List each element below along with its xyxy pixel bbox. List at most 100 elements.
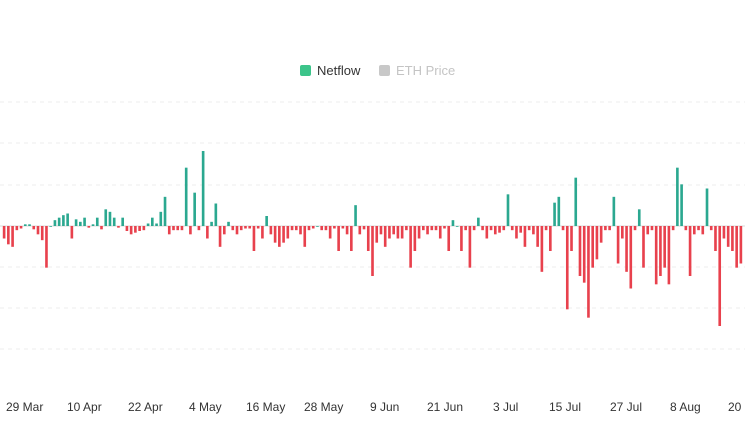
netflow-bar[interactable] xyxy=(472,226,476,231)
netflow-bar[interactable] xyxy=(222,226,226,235)
netflow-bar[interactable] xyxy=(477,217,480,226)
netflow-bar[interactable] xyxy=(11,226,14,247)
netflow-bar[interactable] xyxy=(595,226,599,260)
netflow-bar[interactable] xyxy=(15,226,19,231)
netflow-bar[interactable] xyxy=(667,226,671,285)
netflow-bar[interactable] xyxy=(692,226,696,235)
netflow-bar[interactable] xyxy=(66,213,69,227)
netflow-bar[interactable] xyxy=(83,217,86,226)
netflow-bar[interactable] xyxy=(278,226,281,247)
netflow-bar[interactable] xyxy=(79,221,82,226)
netflow-bar[interactable] xyxy=(227,221,230,226)
netflow-bar[interactable] xyxy=(481,226,484,231)
netflow-bar[interactable] xyxy=(100,226,103,230)
netflow-bar[interactable] xyxy=(676,167,679,226)
netflow-bar[interactable] xyxy=(447,226,451,251)
netflow-bar[interactable] xyxy=(612,196,616,226)
netflow-bar[interactable] xyxy=(578,226,582,276)
netflow-bar[interactable] xyxy=(265,216,268,226)
netflow-bar[interactable] xyxy=(252,226,256,251)
netflow-bar[interactable] xyxy=(510,226,514,231)
netflow-bar[interactable] xyxy=(489,226,493,231)
netflow-bar[interactable] xyxy=(358,226,362,235)
netflow-bar[interactable] xyxy=(599,226,603,243)
netflow-bar[interactable] xyxy=(45,226,48,268)
legend-item-netflow[interactable]: Netflow xyxy=(300,63,361,78)
netflow-bar[interactable] xyxy=(735,226,738,268)
netflow-bar[interactable] xyxy=(438,226,442,239)
netflow-bar[interactable] xyxy=(642,226,645,268)
netflow-bar[interactable] xyxy=(570,226,573,251)
netflow-bar[interactable] xyxy=(134,226,137,233)
netflow-bar[interactable] xyxy=(498,226,501,233)
netflow-bar[interactable] xyxy=(684,226,688,231)
netflow-bar[interactable] xyxy=(502,226,506,231)
netflow-bar[interactable] xyxy=(176,226,180,231)
netflow-bar[interactable] xyxy=(366,226,370,251)
netflow-bar[interactable] xyxy=(680,184,683,226)
netflow-bar[interactable] xyxy=(197,226,201,231)
netflow-bar[interactable] xyxy=(506,194,510,226)
netflow-bar[interactable] xyxy=(354,205,357,226)
netflow-bar[interactable] xyxy=(32,226,36,230)
netflow-bar[interactable] xyxy=(299,226,302,235)
netflow-bar[interactable] xyxy=(629,226,633,289)
netflow-bar[interactable] xyxy=(320,226,324,231)
netflow-bar[interactable] xyxy=(519,226,523,233)
netflow-bar[interactable] xyxy=(697,226,700,231)
netflow-bar[interactable] xyxy=(337,226,340,251)
netflow-bar[interactable] xyxy=(125,226,129,231)
netflow-bar[interactable] xyxy=(544,226,548,231)
netflow-bar[interactable] xyxy=(193,192,196,226)
netflow-bar[interactable] xyxy=(426,226,429,235)
netflow-bar[interactable] xyxy=(49,226,53,227)
netflow-bar[interactable] xyxy=(417,226,421,239)
netflow-bar[interactable] xyxy=(485,226,489,239)
netflow-bar[interactable] xyxy=(345,226,349,235)
netflow-bar[interactable] xyxy=(587,226,590,318)
netflow-bar[interactable] xyxy=(172,226,175,231)
netflow-bar[interactable] xyxy=(108,211,112,226)
netflow-bar[interactable] xyxy=(659,226,662,276)
netflow-bar[interactable] xyxy=(282,226,285,243)
netflow-bar[interactable] xyxy=(214,203,218,227)
netflow-bar[interactable] xyxy=(184,167,188,226)
netflow-bar[interactable] xyxy=(671,226,675,231)
netflow-bar[interactable] xyxy=(536,226,539,247)
netflow-bar[interactable] xyxy=(714,226,717,251)
netflow-bar[interactable] xyxy=(650,226,654,231)
netflow-bar[interactable] xyxy=(155,223,158,227)
netflow-bar[interactable] xyxy=(663,226,666,268)
legend-item-eth-price[interactable]: ETH Price xyxy=(379,63,455,78)
netflow-bar[interactable] xyxy=(731,226,734,251)
netflow-bar[interactable] xyxy=(286,226,290,239)
netflow-bar[interactable] xyxy=(239,226,243,231)
netflow-bar[interactable] xyxy=(718,226,722,326)
netflow-bar[interactable] xyxy=(2,226,6,239)
netflow-bar[interactable] xyxy=(621,226,624,239)
netflow-bar[interactable] xyxy=(112,217,116,226)
netflow-bar[interactable] xyxy=(604,226,607,231)
netflow-bar[interactable] xyxy=(294,226,298,231)
netflow-bar[interactable] xyxy=(557,196,561,226)
netflow-bar[interactable] xyxy=(553,202,556,226)
netflow-bar[interactable] xyxy=(350,226,353,251)
netflow-bar[interactable] xyxy=(324,226,328,231)
netflow-bar[interactable] xyxy=(375,226,379,243)
netflow-bar[interactable] xyxy=(62,215,65,226)
netflow-bar[interactable] xyxy=(256,226,260,229)
netflow-bar[interactable] xyxy=(167,226,171,235)
netflow-bar[interactable] xyxy=(362,226,366,230)
netflow-bar[interactable] xyxy=(430,226,434,231)
netflow-bar[interactable] xyxy=(379,226,383,235)
netflow-bar[interactable] xyxy=(396,226,400,239)
netflow-bar[interactable] xyxy=(311,226,315,229)
netflow-bar[interactable] xyxy=(701,226,705,235)
netflow-bar[interactable] xyxy=(151,217,154,226)
netflow-bar[interactable] xyxy=(341,226,345,229)
netflow-bar[interactable] xyxy=(527,226,531,231)
netflow-bar[interactable] xyxy=(371,226,374,276)
netflow-bar[interactable] xyxy=(235,226,239,235)
netflow-bar[interactable] xyxy=(405,226,408,231)
netflow-bar[interactable] xyxy=(468,226,472,268)
